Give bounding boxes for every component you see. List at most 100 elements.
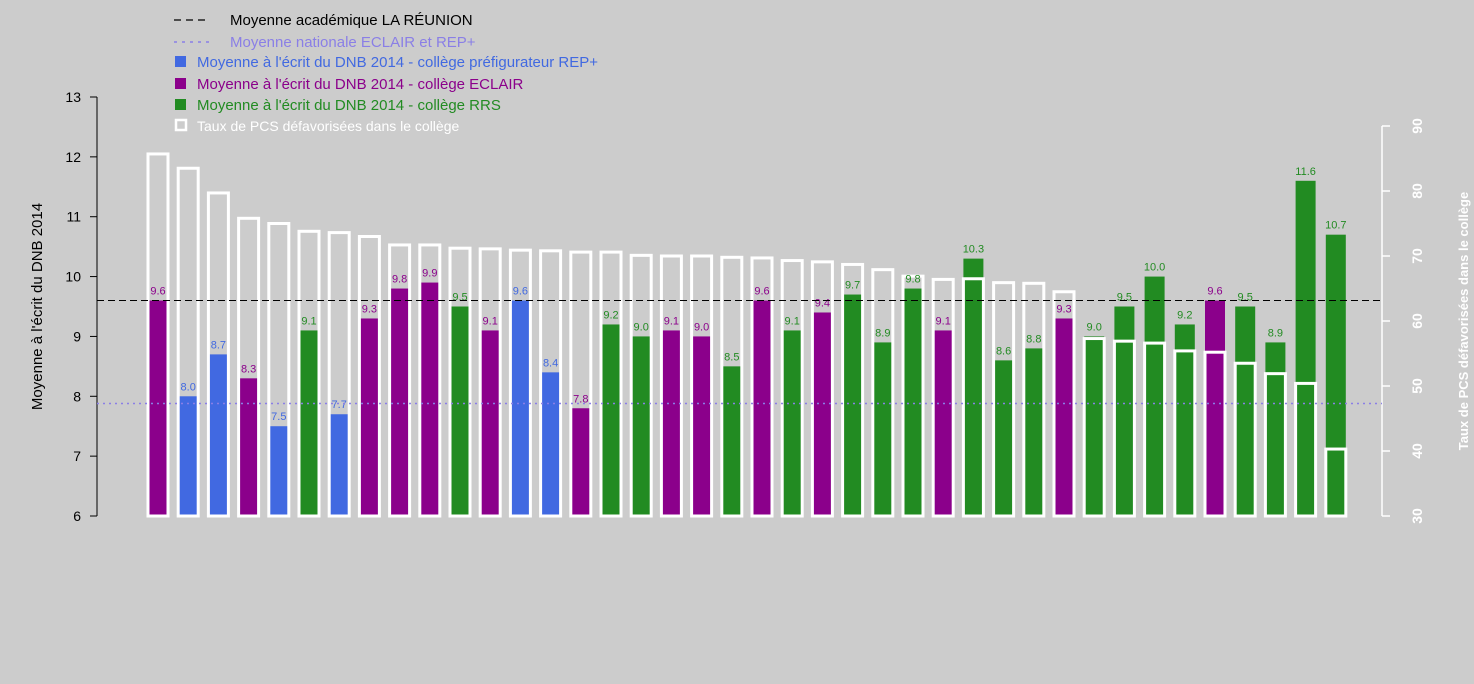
bars-group: 9.6 8.0 8.7 8.3 7.5 9.1 7.7 9.3 9.8 9.9 9.5 9.1 9.6 8… (146, 152, 1348, 518)
pcs-bar-outline (569, 250, 593, 518)
pcs-bar-outline (1143, 341, 1167, 518)
pcs-bar-outline (1112, 339, 1136, 518)
score-value-label: 9.5 (452, 292, 467, 304)
score-value-label: 9.9 (422, 268, 437, 280)
score-value-label: 9.4 (815, 297, 830, 309)
pcs-bar-outline (629, 253, 653, 518)
pcs-bar-outline (599, 250, 623, 518)
score-value-label: 9.0 (1087, 321, 1102, 333)
score-value-label: 9.1 (936, 315, 951, 327)
score-value-label: 9.1 (301, 315, 316, 327)
legend-rrs-label: Moyenne à l'écrit du DNB 2014 - collège … (197, 97, 501, 114)
score-bar (268, 426, 289, 516)
score-bar (480, 330, 501, 516)
score-bar (601, 324, 621, 516)
score-value-label: 9.1 (785, 315, 800, 327)
score-bar (993, 360, 1014, 516)
score-value-label: 9.5 (1238, 292, 1253, 304)
left-axis-title: Moyenne à l'écrit du DNB 2014 (29, 203, 46, 410)
score-bar (359, 318, 380, 516)
pcs-bar-outline (267, 222, 291, 518)
score-bar (510, 300, 531, 516)
legend-national-label: Moyenne nationale ECLAIR et REP+ (230, 34, 476, 51)
score-bar (1174, 324, 1195, 516)
score-value-label: 10.7 (1325, 220, 1346, 232)
right-axis-tick-label: 60 (1409, 313, 1425, 329)
pcs-bar-outline (901, 274, 925, 518)
left-axis-tick-label: 7 (73, 448, 81, 464)
score-bar (782, 330, 803, 516)
score-bar (963, 258, 984, 516)
pcs-bar-outline (176, 166, 200, 518)
score-value-label: 7.5 (271, 411, 286, 423)
pcs-bar-outline (931, 277, 955, 518)
score-value-label: 9.6 (150, 286, 165, 298)
pcs-bar-outline (992, 281, 1016, 518)
score-bar (752, 300, 772, 516)
score-value-label: 9.6 (1207, 286, 1222, 298)
score-bar (721, 366, 742, 516)
pcs-bar-outline (780, 259, 804, 518)
score-value-label: 8.0 (181, 381, 196, 393)
pcs-bar-outline (690, 254, 714, 518)
right-axis-tick-label: 70 (1409, 248, 1425, 264)
left-axis-tick-label: 10 (65, 269, 81, 285)
score-bar (1144, 276, 1165, 516)
score-value-label: 10.0 (1144, 262, 1165, 274)
score-bar (208, 354, 229, 516)
score-bar (329, 414, 350, 516)
score-value-label: 8.4 (543, 357, 558, 369)
score-value-label: 9.6 (754, 286, 769, 298)
score-bar (299, 330, 319, 516)
score-value-label: 9.2 (603, 309, 618, 321)
score-bar (1023, 348, 1044, 516)
pcs-bar-outline (206, 191, 230, 518)
score-value-label: 8.9 (1268, 327, 1283, 339)
score-value-label: 9.0 (634, 321, 649, 333)
right-axis-tick-label: 80 (1409, 183, 1425, 199)
score-value-label: 9.2 (1177, 309, 1192, 321)
score-bar (238, 378, 259, 516)
score-value-label: 9.8 (392, 274, 407, 286)
pcs-bar-outline (448, 246, 472, 518)
score-value-label: 8.7 (211, 339, 226, 351)
legend-rep-plus-swatch (175, 56, 186, 67)
score-bar (661, 330, 682, 516)
right-axis-tick-label: 30 (1409, 508, 1425, 524)
pcs-bar-outline (146, 152, 170, 518)
pcs-bar-outline (327, 231, 351, 518)
pcs-bar-outline (297, 229, 321, 518)
score-bar (631, 336, 652, 516)
score-value-label: 7.7 (332, 399, 347, 411)
pcs-bar-outline (1233, 361, 1257, 518)
score-bar (933, 330, 954, 516)
legend-rep-plus-label: Moyenne à l'écrit du DNB 2014 - collège … (197, 54, 598, 71)
pcs-bar-outline (1082, 337, 1106, 518)
score-value-label: 9.0 (694, 321, 709, 333)
pcs-bar-outline (871, 268, 895, 518)
score-value-label: 8.6 (996, 345, 1011, 357)
pcs-bar-outline (1203, 350, 1227, 518)
pcs-bar-outline (659, 254, 683, 518)
score-bar (419, 282, 440, 516)
pcs-bar-outline (1173, 349, 1197, 518)
legend-eclair-label: Moyenne à l'écrit du DNB 2014 - collège … (197, 76, 524, 93)
score-bar (148, 300, 168, 516)
score-value-label: 9.6 (513, 286, 528, 298)
pcs-bar-outline (1052, 290, 1076, 518)
score-bar (1054, 318, 1074, 516)
right-axis-title: Taux de PCS défavorisées dans le collège (1456, 192, 1471, 450)
score-bar (1205, 300, 1225, 516)
pcs-bar-outline (478, 247, 502, 518)
pcs-bar-outline (1263, 372, 1287, 518)
right-axis-tick-label: 50 (1409, 378, 1425, 394)
score-bar (1295, 180, 1316, 517)
pcs-bar-outline (357, 235, 381, 518)
score-value-label: 9.1 (483, 315, 498, 327)
pcs-bar-outline (388, 243, 412, 518)
score-bar (450, 306, 470, 516)
score-bar (540, 372, 561, 516)
score-bar (1235, 306, 1256, 516)
right-axis-tick-label: 90 (1409, 118, 1425, 134)
